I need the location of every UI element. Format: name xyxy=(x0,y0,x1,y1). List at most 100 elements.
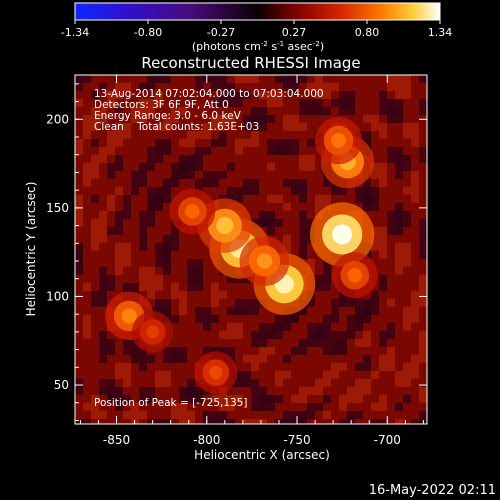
ripple-cell xyxy=(291,147,299,155)
ripple-cell xyxy=(91,235,99,243)
ripple-cell xyxy=(395,419,403,424)
ripple-cell xyxy=(123,339,131,347)
ripple-cell xyxy=(227,395,235,403)
ripple-cell xyxy=(275,147,283,155)
ripple-cell xyxy=(99,387,107,395)
ripple-cell xyxy=(403,83,411,91)
ripple-cell xyxy=(299,123,307,131)
ripple-cell xyxy=(251,363,259,371)
ripple-cell xyxy=(107,203,115,211)
ripple-cell xyxy=(363,331,371,339)
ripple-cell xyxy=(267,331,275,339)
ripple-cell xyxy=(339,403,347,411)
ripple-cell xyxy=(371,123,379,131)
ripple-cell xyxy=(355,323,363,331)
ripple-cell xyxy=(147,267,155,275)
ripple-cell xyxy=(339,395,347,403)
ripple-cell xyxy=(91,115,99,123)
ripple-cell xyxy=(355,299,363,307)
ripple-cell xyxy=(219,347,227,355)
ripple-cell xyxy=(83,131,91,139)
ripple-cell xyxy=(179,395,187,403)
ripple-cell xyxy=(419,283,427,291)
ripple-cell xyxy=(395,83,403,91)
ripple-cell xyxy=(187,155,195,163)
ripple-cell xyxy=(331,187,339,195)
ripple-cell xyxy=(171,283,179,291)
ripple-cell xyxy=(291,123,299,131)
ripple-cell xyxy=(387,227,395,235)
ripple-cell xyxy=(323,259,331,267)
ripple-cell xyxy=(403,363,411,371)
ripple-cell xyxy=(163,123,171,131)
ripple-cell xyxy=(195,147,203,155)
ripple-cell xyxy=(259,339,267,347)
ripple-cell xyxy=(179,299,187,307)
ripple-cell xyxy=(155,243,163,251)
ripple-cell xyxy=(91,403,99,411)
ripple-cell xyxy=(395,251,403,259)
ripple-cell xyxy=(235,331,243,339)
ripple-cell xyxy=(315,283,323,291)
ripple-cell xyxy=(267,219,275,227)
ripple-cell xyxy=(315,195,323,203)
ripple-cell xyxy=(211,299,219,307)
ripple-cell xyxy=(307,155,315,163)
ripple-cell xyxy=(323,179,331,187)
ripple-cell xyxy=(387,115,395,123)
ripple-cell xyxy=(323,379,331,387)
ripple-cell xyxy=(91,171,99,179)
ripple-cell xyxy=(203,179,211,187)
y-tick-label: 200 xyxy=(46,112,69,126)
ripple-cell xyxy=(83,403,91,411)
ripple-cell xyxy=(123,251,131,259)
ripple-cell xyxy=(419,243,427,251)
ripple-cell xyxy=(283,323,291,331)
ripple-cell xyxy=(307,107,315,115)
ripple-cell xyxy=(379,403,387,411)
ripple-cell xyxy=(299,339,307,347)
ripple-cell xyxy=(195,387,203,395)
ripple-cell xyxy=(307,219,315,227)
ripple-cell xyxy=(363,379,371,387)
ripple-cell xyxy=(355,315,363,323)
ripple-cell xyxy=(299,195,307,203)
ripple-cell xyxy=(307,99,315,107)
ripple-cell xyxy=(203,131,211,139)
ripple-cell xyxy=(331,331,339,339)
ripple-cell xyxy=(363,203,371,211)
ripple-cell xyxy=(227,163,235,171)
ripple-cell xyxy=(291,115,299,123)
colorbar-units: (photons cm-2 s-1 asec-2) xyxy=(192,40,324,53)
ripple-cell xyxy=(147,211,155,219)
ripple-cell xyxy=(283,115,291,123)
ripple-cell xyxy=(323,83,331,91)
ripple-cell xyxy=(395,147,403,155)
ripple-cell xyxy=(211,283,219,291)
ripple-cell xyxy=(235,307,243,315)
ripple-cell xyxy=(139,267,147,275)
ripple-cell xyxy=(267,91,275,99)
ripple-cell xyxy=(187,419,195,424)
y-axis: 50 100 150 200 xyxy=(46,83,427,421)
ripple-cell xyxy=(163,371,171,379)
ripple-cell xyxy=(267,163,275,171)
ripple-cell xyxy=(419,99,427,107)
ripple-cell xyxy=(379,99,387,107)
ripple-cell xyxy=(251,131,259,139)
ripple-cell xyxy=(299,155,307,163)
ripple-cell xyxy=(195,163,203,171)
ripple-cell xyxy=(275,315,283,323)
ripple-cell xyxy=(379,131,387,139)
ripple-cell xyxy=(379,227,387,235)
ripple-cell xyxy=(251,419,259,424)
ripple-cell xyxy=(75,139,83,147)
ripple-cell xyxy=(163,379,171,387)
ripple-cell xyxy=(363,339,371,347)
ripple-cell xyxy=(299,235,307,243)
ripple-cell xyxy=(363,131,371,139)
ripple-cell xyxy=(251,187,259,195)
ripple-cell xyxy=(139,227,147,235)
ripple-cell xyxy=(155,139,163,147)
ripple-cell xyxy=(379,355,387,363)
